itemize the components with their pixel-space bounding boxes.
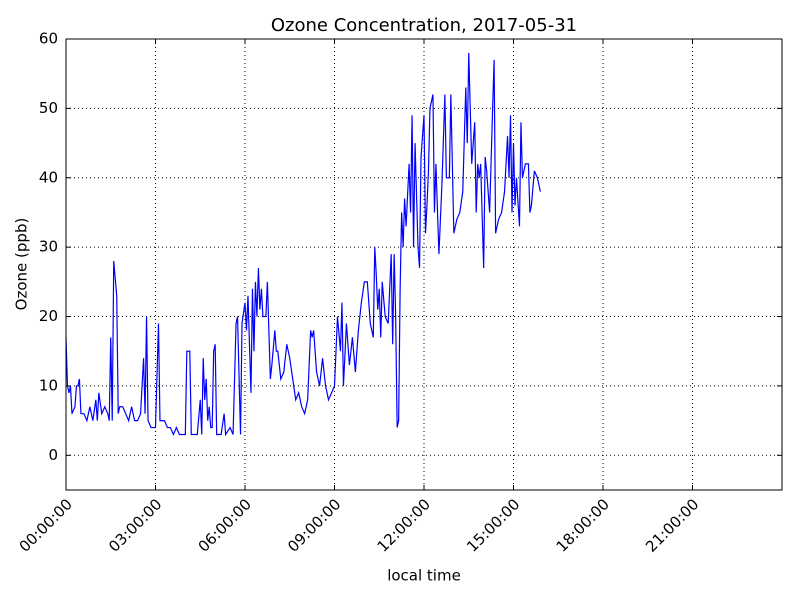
- x-axis-label: local time: [387, 567, 461, 585]
- x-tick-label: 03:00:00: [105, 495, 165, 555]
- y-tick-label: 60: [39, 30, 58, 48]
- y-tick-label: 50: [39, 99, 58, 117]
- x-tick-label: 12:00:00: [374, 495, 434, 555]
- y-tick-label: 0: [48, 446, 58, 464]
- x-tick-label: 06:00:00: [195, 495, 255, 555]
- y-tick-label: 30: [39, 238, 58, 256]
- x-tick-label: 18:00:00: [553, 495, 613, 555]
- y-axis-label: Ozone (ppb): [13, 218, 31, 311]
- x-tick-label: 21:00:00: [642, 495, 702, 555]
- y-tick-label: 20: [39, 307, 58, 325]
- data-line: [65, 52, 541, 437]
- x-tick-label: 09:00:00: [284, 495, 344, 555]
- y-tick-label: 10: [39, 376, 58, 394]
- chart-title: Ozone Concentration, 2017-05-31: [271, 15, 577, 36]
- plot-frame: [65, 38, 783, 491]
- y-tick-label: 40: [39, 168, 58, 186]
- x-tick-label: 15:00:00: [463, 495, 523, 555]
- x-tick-label: 00:00:00: [16, 495, 76, 555]
